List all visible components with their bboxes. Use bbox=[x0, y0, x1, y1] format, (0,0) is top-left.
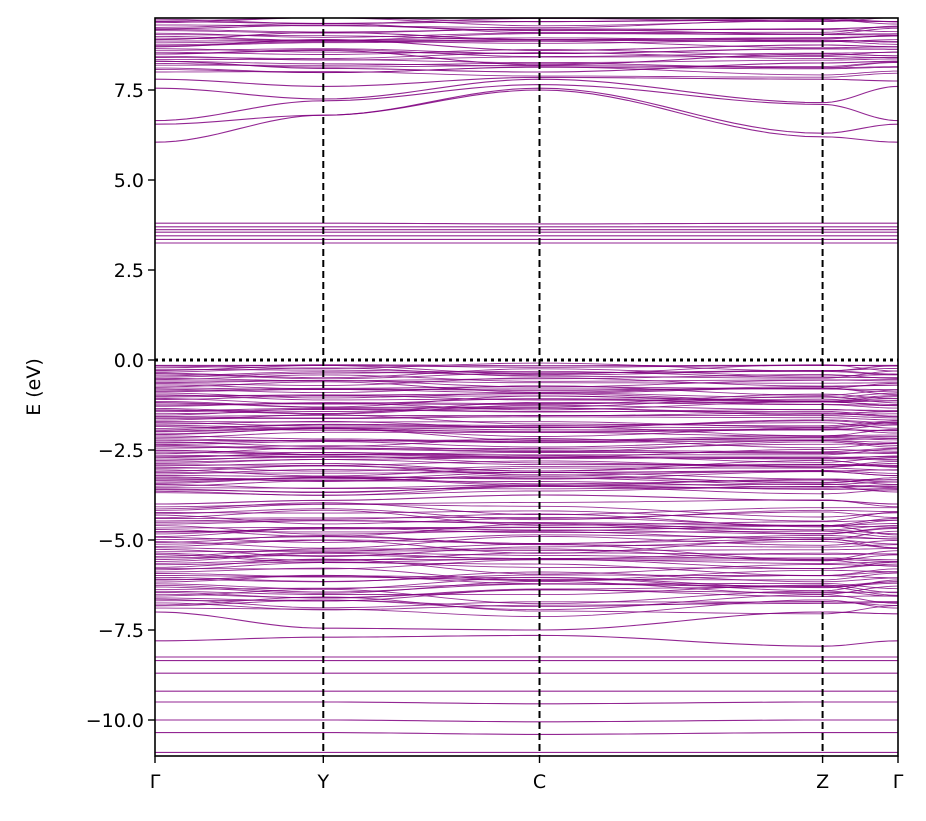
y-tick-label-7: −10.0 bbox=[86, 710, 144, 732]
x-tick-label-1: Y bbox=[316, 771, 329, 793]
conduction-upper-band-21 bbox=[155, 28, 898, 34]
valence-middle-band-22 bbox=[155, 562, 898, 577]
valence-middle-band-40 bbox=[155, 534, 898, 545]
x-tick-label-0: Γ bbox=[150, 771, 161, 793]
band-vb_low8 bbox=[155, 719, 898, 723]
valence-upper-band-80 bbox=[155, 382, 898, 391]
valence-middle-band-33 bbox=[155, 543, 898, 561]
conduction-upper-band-19 bbox=[155, 34, 898, 41]
valence-upper-band-78 bbox=[155, 387, 898, 391]
valence-middle-band-15 bbox=[155, 575, 898, 592]
y-tick-label-2: 2.5 bbox=[114, 260, 144, 282]
valence-upper-band-32 bbox=[155, 448, 898, 456]
valence-upper-band-53 bbox=[155, 421, 898, 428]
y-tick-label-4: −2.5 bbox=[98, 440, 144, 462]
x-tick-label-3: Z bbox=[816, 771, 829, 793]
band-flat7 bbox=[155, 222, 898, 225]
y-axis-ticks: 7.5 5.0 2.5 0.0 −2.5 −5.0 −7.5 −10.0 bbox=[86, 80, 155, 732]
valence-upper-band-63 bbox=[155, 401, 898, 414]
valence-upper-band-89 bbox=[155, 368, 898, 379]
conduction-upper-band-10 bbox=[155, 49, 898, 56]
valence-upper-band-17 bbox=[155, 467, 898, 477]
plot-frame bbox=[154, 17, 899, 757]
y-tick-label-1: 5.0 bbox=[114, 170, 144, 192]
y-tick-label-3: 0.0 bbox=[114, 350, 144, 372]
conduction-upper-band-16 bbox=[155, 37, 898, 42]
valence-middle-band-2 bbox=[155, 596, 898, 615]
valence-middle-band-25 bbox=[155, 561, 898, 569]
valence-middle-band-18 bbox=[155, 574, 898, 582]
valence-upper-band-54 bbox=[155, 414, 898, 427]
valence-middle-band-36 bbox=[155, 538, 898, 554]
valence-upper-band-23 bbox=[155, 457, 898, 463]
y-axis-label: E (eV) bbox=[23, 358, 45, 416]
valence-upper-band-81 bbox=[155, 377, 898, 387]
valence-upper-band-6 bbox=[155, 484, 898, 490]
y-tick-label-5: −5.0 bbox=[98, 530, 144, 552]
valence-middle-band-56 bbox=[155, 510, 898, 522]
high-symmetry-lines bbox=[322, 18, 824, 756]
valence-upper-band-31 bbox=[155, 448, 898, 458]
y-tick-label-0: 7.5 bbox=[114, 80, 144, 102]
x-tick-label-2: C bbox=[533, 771, 546, 793]
x-tick-label-4: Γ bbox=[893, 771, 904, 793]
y-tick-label-6: −7.5 bbox=[98, 620, 144, 642]
band-cb6 bbox=[155, 60, 898, 73]
